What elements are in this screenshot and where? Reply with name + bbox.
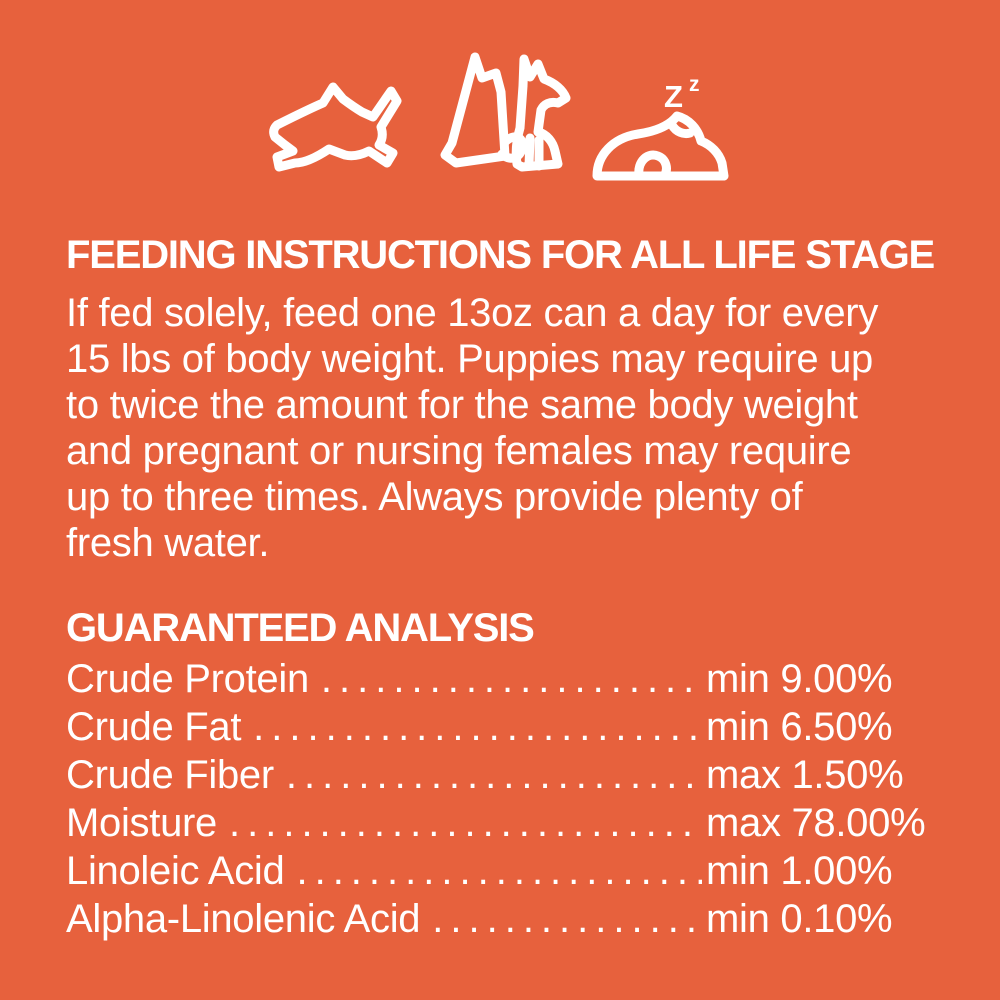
dot-leader [296,847,702,895]
dot-leader [253,703,702,751]
analysis-row: Linoleic Acid min 1.00% [66,847,934,895]
running-dog-icon [268,82,401,172]
body-text-line: fresh water. [66,521,270,565]
analysis-row-value: min 9.00% [706,657,893,701]
analysis-row-label: Crude Fiber [66,753,274,797]
analysis-row-value: min 0.10% [706,897,893,941]
dot-leader [229,799,702,847]
analysis-row-label: Crude Protein [66,657,309,701]
dot-leader [432,895,702,943]
sleep-z-small: z [689,73,700,96]
sleeping-dog-icon: Z z [592,73,728,181]
analysis-row-value: max 1.50% [706,753,904,797]
analysis-row: Crude Fiber max 1.50% [66,751,934,799]
analysis-row-label: Moisture [66,801,217,845]
sitting-dogs-icon [440,52,570,172]
analysis-row: Crude Protein min 9.00% [66,655,934,703]
analysis-row-value: max 78.00% [706,801,926,845]
analysis-row-label: Alpha-Linolenic Acid [66,897,421,941]
feeding-instructions-heading: FEEDING INSTRUCTIONS FOR ALL LIFE STAGE [66,233,935,277]
guaranteed-analysis-table: Crude Protein min 9.00% Crude Fat min 6.… [66,655,934,943]
feeding-instructions-body: If fed solely, feed one 13oz can a day f… [66,290,934,566]
dot-leader [321,655,702,703]
body-text-line: 15 lbs of body weight. Puppies may requi… [66,337,873,381]
analysis-row-label: Crude Fat [66,705,242,749]
body-text-line: to twice the amount for the same body we… [66,383,858,427]
analysis-row: Alpha-Linolenic Acid min 0.10% [66,895,934,943]
analysis-row: Moisture max 78.00% [66,799,934,847]
body-text-line: and pregnant or nursing females may requ… [66,429,852,473]
analysis-row-value: min 1.00% [706,849,893,893]
analysis-row: Crude Fat min 6.50% [66,703,934,751]
pet-food-label-panel: Z z FEEDING INSTRUCTIONS FOR ALL LIFE ST… [0,0,1000,943]
analysis-row-value: min 6.50% [706,705,893,749]
guaranteed-analysis-heading: GUARANTEED ANALYSIS [66,606,535,650]
sleep-z-large: Z [664,79,683,114]
dog-life-stage-icons: Z z [66,46,934,189]
analysis-row-label: Linoleic Acid [66,849,285,893]
body-text-line: If fed solely, feed one 13oz can a day f… [66,291,879,335]
dot-leader [286,751,702,799]
body-text-line: up to three times. Always provide plenty… [66,475,803,519]
